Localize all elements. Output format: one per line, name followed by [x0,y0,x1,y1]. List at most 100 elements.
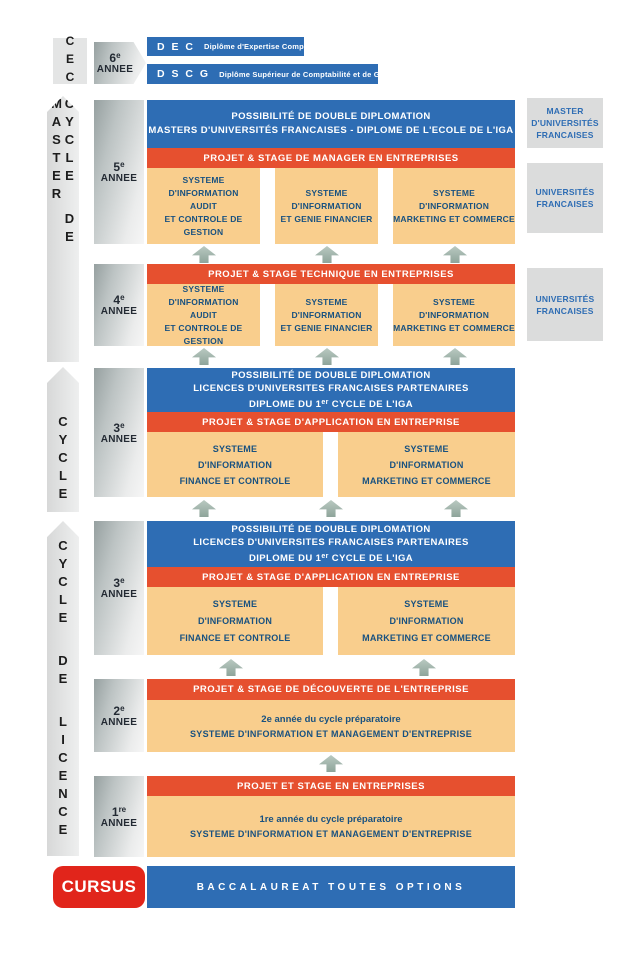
program-3e-cycle-finance: SYSTEME D'INFORMATION FINANCE ET CONTROL… [147,432,323,497]
up-arrow-icon [219,659,243,676]
year-2e-number: 2e [113,703,125,718]
up-arrow-icon [319,500,343,517]
up-arrow-icon [192,246,216,263]
program-line: SYSTEME [432,187,476,198]
program-line: MARKETING ET COMMERCE [393,322,515,333]
year-label-1re: 1re ANNEE [94,776,144,857]
year-5e-number: 5e [113,160,125,174]
dec-name: Diplôme d'Expertise Comptable [204,42,323,51]
year-3e-word: ANNEE [100,433,138,445]
cycle-header-line1: POSSIBILITÉ DE DOUBLE DIPLOMATION [231,369,431,381]
cursus-badge: CURSUS [53,866,145,908]
cec-track-label: CEC [63,34,77,88]
side-box-universites-5e: UNIVERSITÉS FRANCAISES [527,163,603,233]
licence-header-line3: DIPLOME DU 1er CYCLE DE L'IGA [248,552,414,564]
side-box-universites-4e: UNIVERSITÉS FRANCAISES [527,268,603,341]
licence-track-arrow: CYCLE DE LICENCE [47,521,79,856]
prep-year-2e-box: 2e année du cycle préparatoire SYSTEME D… [147,700,515,752]
up-arrow-icon [315,246,339,263]
program-line: FINANCE ET CONTROLE [179,632,291,643]
program-line: SYSTEME [404,598,449,609]
program-line: FINANCE ET CONTROLE [179,475,291,486]
dscg-name: Diplôme Supérieur de Comptabilité et de … [219,69,404,79]
program-line: D'INFORMATION [291,200,362,211]
cycle-track-label: CYCLE [55,414,71,504]
year-6e-word: ANNEE [96,64,134,75]
year-label-2e: 2e ANNEE [94,679,144,752]
year-1re-number: 1re [111,804,127,819]
program-5e-audit: SYSTEME D'INFORMATION AUDIT ET CONTROLE … [147,168,260,244]
prep-1re-line1: 1re année du cycle préparatoire [259,814,403,825]
program-line: MARKETING ET COMMERCE [362,475,491,486]
program-line: SYSTEME [182,174,225,185]
program-line: D'INFORMATION [197,459,273,470]
side-box-line: FRANCAISES [536,130,594,140]
side-box-line: D'UNIVERSITÉS [531,118,599,128]
year-label-5e: 5e ANNEE [94,100,144,244]
program-3e-licence-finance: SYSTEME D'INFORMATION FINANCE ET CONTROL… [147,587,323,655]
year-3e-licence-word: ANNEE [100,589,138,600]
cycle-track-arrow: CYCLE [47,367,79,512]
program-4e-finance: SYSTEME D'INFORMATION ET GENIE FINANCIER [275,284,378,346]
program-line: AUDIT [190,200,217,211]
program-line: D'INFORMATION [418,309,490,320]
master-track-label: CYCLE DE MASTER [49,96,77,247]
year-3e-licence-number: 3e [113,576,125,590]
program-3e-licence-marketing: SYSTEME D'INFORMATION MARKETING ET COMME… [338,587,515,655]
program-line: D'INFORMATION [389,615,464,626]
program-4e-marketing: SYSTEME D'INFORMATION MARKETING ET COMME… [393,284,515,346]
year-1re-word: ANNEE [100,817,138,829]
side-box-line: FRANCAISES [536,199,594,209]
stage-bar-3e-cycle: PROJET & STAGE D'APPLICATION EN ENTREPRI… [147,412,515,432]
prep-1re-line2: SYSTEME D'INFORMATION ET MANAGEMENT D'EN… [189,829,473,839]
side-box-line: UNIVERSITÉS [535,187,595,197]
program-line: AUDIT [190,309,217,320]
up-arrow-icon [412,659,436,676]
up-arrow-icon [443,246,467,263]
side-box-line: FRANCAISES [536,305,594,316]
side-box-line: UNIVERSITÉS [535,293,595,304]
stage-bar-4e: PROJET & STAGE TECHNIQUE EN ENTREPRISES [147,264,515,284]
prep-year-1re-box: 1re année du cycle préparatoire SYSTEME … [147,796,515,857]
program-line: SYSTEME [305,187,348,198]
year-4e-number: 4e [113,293,125,307]
cycle-header-line3: DIPLOME DU 1er CYCLE DE L'IGA [248,398,414,410]
dscg-diploma-bar: D S C G Diplôme Supérieur de Comptabilit… [147,64,403,84]
program-line: ET CONTROLE DE GESTION [164,322,243,346]
licence-double-diploma-header: POSSIBILITÉ DE DOUBLE DIPLOMATION LICENC… [147,521,515,567]
master-header-line2: MASTERS D'UNIVERSITÉS FRANCAISES - DIPLO… [148,125,514,136]
program-5e-marketing: SYSTEME D'INFORMATION MARKETING ET COMME… [393,168,515,244]
up-arrow-icon [444,500,468,517]
dscg-acronym: D S C G [157,68,211,80]
program-line: D'INFORMATION [168,296,239,307]
cycle-header-line2: LICENCES D'UNIVERSITES FRANCAISES PARTEN… [193,383,469,395]
program-3e-cycle-marketing: SYSTEME D'INFORMATION MARKETING ET COMME… [338,432,515,497]
program-4e-audit: SYSTEME D'INFORMATION AUDIT ET CONTROLE … [147,284,260,346]
program-line: SYSTEME [305,296,348,307]
year-2e-word: ANNEE [100,716,138,728]
program-line: D'INFORMATION [389,459,464,470]
year-3e-number: 3e [113,420,125,435]
program-line: D'INFORMATION [291,309,362,320]
year-label-6e: 6e ANNEE [94,42,146,84]
licence-header-line2: LICENCES D'UNIVERSITES FRANCAISES PARTEN… [193,537,469,549]
program-line: D'INFORMATION [418,200,490,211]
master-double-diploma-header: POSSIBILITÉ DE DOUBLE DIPLOMATION MASTER… [147,100,515,148]
stage-bar-3e-licence: PROJET & STAGE D'APPLICATION EN ENTREPRI… [147,567,515,587]
program-line: D'INFORMATION [168,187,239,198]
stage-bar-5e: PROJET & STAGE DE MANAGER EN ENTREPRISES [147,148,515,168]
stage-bar-1re: PROJET ET STAGE EN ENTREPRISES [147,776,515,796]
master-header-line1: POSSIBILITÉ DE DOUBLE DIPLOMATION [231,111,431,122]
prep-2e-line2: SYSTEME D'INFORMATION ET MANAGEMENT D'EN… [189,728,473,739]
master-track-arrow: CYCLE DE MASTER [47,96,79,362]
program-line: SYSTEME [404,443,449,454]
program-line: SYSTEME [432,296,476,307]
year-5e-word: ANNEE [100,173,138,184]
up-arrow-icon [192,348,216,365]
up-arrow-icon [315,348,339,365]
year-label-4e: 4e ANNEE [94,264,144,346]
licence-header-line1: POSSIBILITÉ DE DOUBLE DIPLOMATION [231,523,431,535]
program-line: ET GENIE FINANCIER [280,213,373,224]
program-line: SYSTEME [182,283,225,294]
